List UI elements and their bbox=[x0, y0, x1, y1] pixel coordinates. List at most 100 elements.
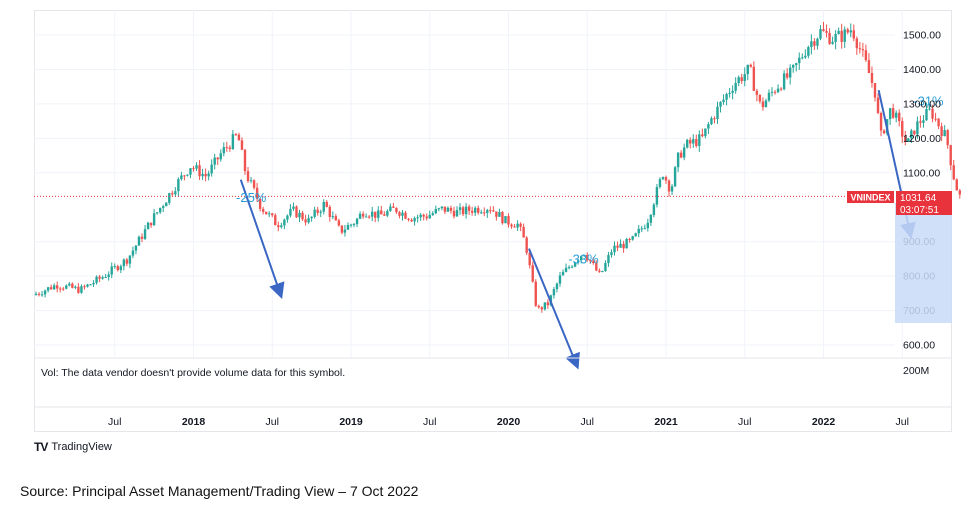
candle-body bbox=[107, 274, 110, 278]
candle-body bbox=[374, 211, 377, 218]
candle-body bbox=[737, 77, 740, 83]
candle-body bbox=[177, 179, 180, 192]
candle-body bbox=[698, 134, 701, 146]
candle-body bbox=[816, 38, 819, 46]
candle-body bbox=[534, 281, 537, 306]
candle-body bbox=[625, 238, 628, 249]
candle-body bbox=[252, 180, 256, 188]
candle-body bbox=[289, 208, 292, 216]
tradingview-logo[interactable]: TV TradingView bbox=[34, 440, 112, 454]
y-tick-label: 1100.00 bbox=[903, 167, 940, 179]
candle-body bbox=[558, 275, 562, 284]
candle-body bbox=[686, 139, 689, 148]
x-tick-label: 2020 bbox=[497, 416, 521, 428]
candle-body bbox=[586, 254, 589, 261]
candle-body bbox=[955, 179, 958, 191]
candle-body bbox=[864, 50, 868, 61]
candle-body bbox=[192, 168, 195, 170]
candle-body bbox=[831, 41, 834, 44]
candle-body bbox=[331, 216, 335, 218]
candle-body bbox=[910, 130, 913, 139]
candle-body bbox=[622, 243, 625, 249]
candle-body bbox=[516, 223, 519, 228]
candle-body bbox=[298, 212, 301, 218]
candle-body bbox=[949, 145, 952, 166]
candle-body bbox=[891, 108, 895, 118]
candle-body bbox=[652, 204, 656, 215]
candle-body bbox=[667, 180, 671, 192]
candle-body bbox=[898, 112, 901, 122]
candle-body bbox=[682, 147, 686, 158]
candle-body bbox=[37, 293, 41, 295]
candle-body bbox=[882, 130, 886, 134]
candle-body bbox=[607, 255, 610, 264]
candle-body bbox=[119, 266, 123, 271]
candle-body bbox=[692, 139, 695, 144]
candle-body bbox=[916, 121, 919, 135]
candle-body bbox=[131, 250, 135, 256]
candle-body bbox=[443, 206, 447, 212]
candle-body bbox=[461, 207, 465, 215]
candle-body bbox=[86, 284, 89, 287]
candle-body bbox=[361, 213, 365, 217]
candle-body bbox=[401, 212, 404, 216]
candle-body bbox=[825, 30, 828, 33]
candle-body bbox=[280, 225, 283, 228]
candle-body bbox=[407, 218, 410, 220]
candle-body bbox=[507, 216, 510, 225]
candle-body bbox=[767, 92, 771, 101]
candle-body bbox=[804, 55, 807, 58]
y-tick-label: 1500.00 bbox=[903, 30, 941, 42]
x-tick-label: 2022 bbox=[812, 416, 836, 428]
candle-body bbox=[201, 173, 204, 177]
candle-body bbox=[364, 216, 368, 218]
candle-body bbox=[731, 90, 734, 93]
candle-body bbox=[782, 73, 786, 90]
candle-body bbox=[776, 88, 780, 93]
candle-body bbox=[486, 210, 489, 213]
x-tick-label: Jul bbox=[581, 416, 594, 428]
symbol-tag-bg bbox=[847, 191, 894, 203]
candle-body bbox=[213, 157, 216, 165]
candle-body bbox=[125, 259, 129, 264]
candle-body bbox=[570, 266, 574, 268]
candle-body bbox=[237, 134, 241, 141]
candle-body bbox=[386, 211, 389, 216]
candle-body bbox=[292, 206, 295, 209]
candle-body bbox=[422, 214, 425, 217]
x-tick-label: Jul bbox=[896, 416, 909, 428]
candle-body bbox=[59, 288, 62, 290]
candle-body bbox=[95, 276, 98, 283]
candle-body bbox=[785, 73, 789, 78]
candle-body bbox=[367, 216, 371, 218]
candle-body bbox=[113, 266, 116, 268]
candle-body bbox=[567, 267, 571, 269]
candle-body bbox=[552, 289, 556, 296]
candle-body bbox=[183, 175, 186, 177]
candle-body bbox=[158, 207, 162, 213]
candle-body bbox=[770, 91, 774, 93]
candle-body bbox=[62, 288, 65, 290]
candle-body bbox=[480, 212, 483, 214]
candle-body bbox=[40, 294, 44, 296]
candle-body bbox=[919, 121, 922, 123]
candle-body bbox=[189, 168, 192, 175]
candle-body bbox=[664, 177, 668, 181]
volume-note: Vol: The data vendor doesn't provide vol… bbox=[41, 367, 345, 379]
candle-body bbox=[798, 57, 801, 64]
price-chart[interactable]: -25% -33% -31% 1500.00 1400.00 1300.00 1200.0… bbox=[0, 0, 978, 440]
candle-body bbox=[873, 83, 877, 98]
candle-body bbox=[843, 29, 846, 42]
candle-body bbox=[419, 214, 422, 218]
candle-body bbox=[528, 252, 531, 266]
candle-body bbox=[704, 128, 707, 137]
candle-body bbox=[492, 210, 495, 212]
candle-body bbox=[328, 206, 331, 217]
candle-body bbox=[810, 41, 813, 48]
y-tick-label: 1200.00 bbox=[903, 133, 941, 145]
candle-body bbox=[904, 136, 907, 142]
candle-body bbox=[901, 121, 904, 137]
candle-body bbox=[522, 226, 525, 238]
candle-body bbox=[71, 283, 74, 288]
candle-body bbox=[174, 191, 177, 195]
